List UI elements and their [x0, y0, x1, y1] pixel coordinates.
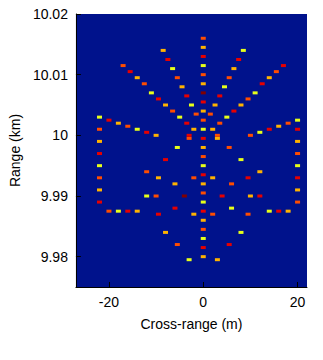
svg-text:9.99: 9.99	[41, 188, 68, 204]
svg-text:Cross-range (m): Cross-range (m)	[141, 316, 243, 332]
svg-text:10: 10	[52, 127, 68, 143]
svg-text:-20: -20	[99, 294, 119, 310]
svg-text:10.01: 10.01	[33, 67, 68, 83]
svg-text:9.98: 9.98	[41, 249, 68, 265]
svg-text:0: 0	[199, 294, 207, 310]
svg-text:20: 20	[290, 294, 306, 310]
svg-text:10.02: 10.02	[33, 6, 68, 22]
svg-text:Range (km): Range (km)	[7, 114, 23, 187]
